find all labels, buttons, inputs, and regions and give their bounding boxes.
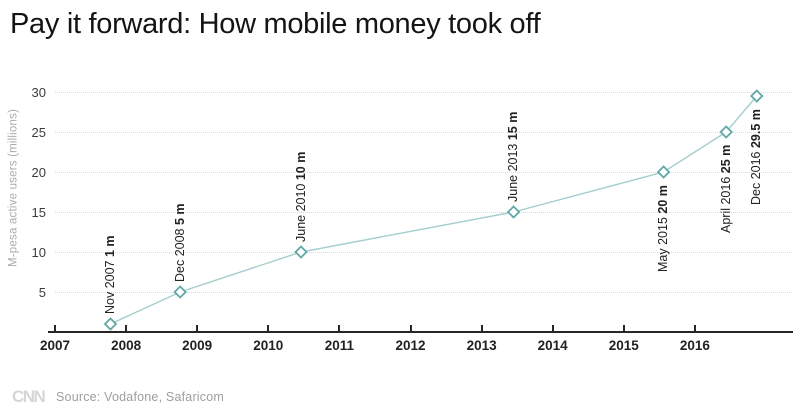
cnn-logo: CNN <box>12 387 46 406</box>
point-annotation: Dec 2016 29.5 m <box>749 109 764 205</box>
x-tick <box>480 325 483 331</box>
x-tick-label: 2008 <box>111 338 142 353</box>
gridline <box>55 252 792 253</box>
x-tick <box>338 325 341 331</box>
y-tick-label: 25 <box>31 125 46 140</box>
data-point-marker <box>749 89 764 103</box>
point-annotation: May 2015 20 m <box>656 185 671 272</box>
page-title: Pay it forward: How mobile money took of… <box>10 8 541 40</box>
x-tick-label: 2007 <box>39 338 71 353</box>
data-point-marker <box>506 205 521 219</box>
y-tick-label: 15 <box>31 205 46 220</box>
x-tick <box>267 325 270 331</box>
point-annotation: Nov 2007 1 m <box>102 235 117 314</box>
x-tick-label: 2013 <box>466 338 497 353</box>
x-tick-label: 2016 <box>679 338 710 353</box>
x-tick-label: 2014 <box>537 338 568 353</box>
x-tick <box>125 325 128 331</box>
x-tick <box>54 325 56 331</box>
y-tick-label: 30 <box>31 85 46 100</box>
x-tick <box>693 325 696 331</box>
data-point-marker <box>173 285 187 299</box>
x-tick <box>409 325 412 331</box>
data-point-marker <box>656 165 671 179</box>
point-annotation: Dec 2008 5 m <box>172 203 187 282</box>
gridline <box>55 212 792 213</box>
source-text: Source: Vodafone, Safaricom <box>56 390 224 404</box>
x-tick-label: 2011 <box>324 338 355 353</box>
gridline <box>55 132 792 133</box>
point-annotation: June 2010 10 m <box>293 151 308 242</box>
y-tick-label: 5 <box>38 285 46 300</box>
x-tick-label: 2015 <box>608 338 639 353</box>
gridline <box>55 172 792 173</box>
x-tick-label: 2012 <box>395 338 426 353</box>
x-tick-label: 2009 <box>182 338 213 353</box>
data-point-marker <box>103 317 118 331</box>
x-tick <box>551 325 554 331</box>
y-tick-label: 20 <box>31 165 46 180</box>
point-annotation: June 2013 15 m <box>506 111 521 202</box>
x-tick <box>622 325 625 331</box>
x-axis-line <box>48 331 793 333</box>
data-point-marker <box>294 245 308 259</box>
point-annotation: April 2016 25 m <box>718 144 733 233</box>
y-tick-label: 10 <box>31 245 46 260</box>
data-point-marker <box>719 125 733 139</box>
x-tick <box>196 325 199 331</box>
gridline <box>55 292 792 293</box>
gridline <box>55 92 792 93</box>
x-tick-label: 2010 <box>253 338 284 353</box>
